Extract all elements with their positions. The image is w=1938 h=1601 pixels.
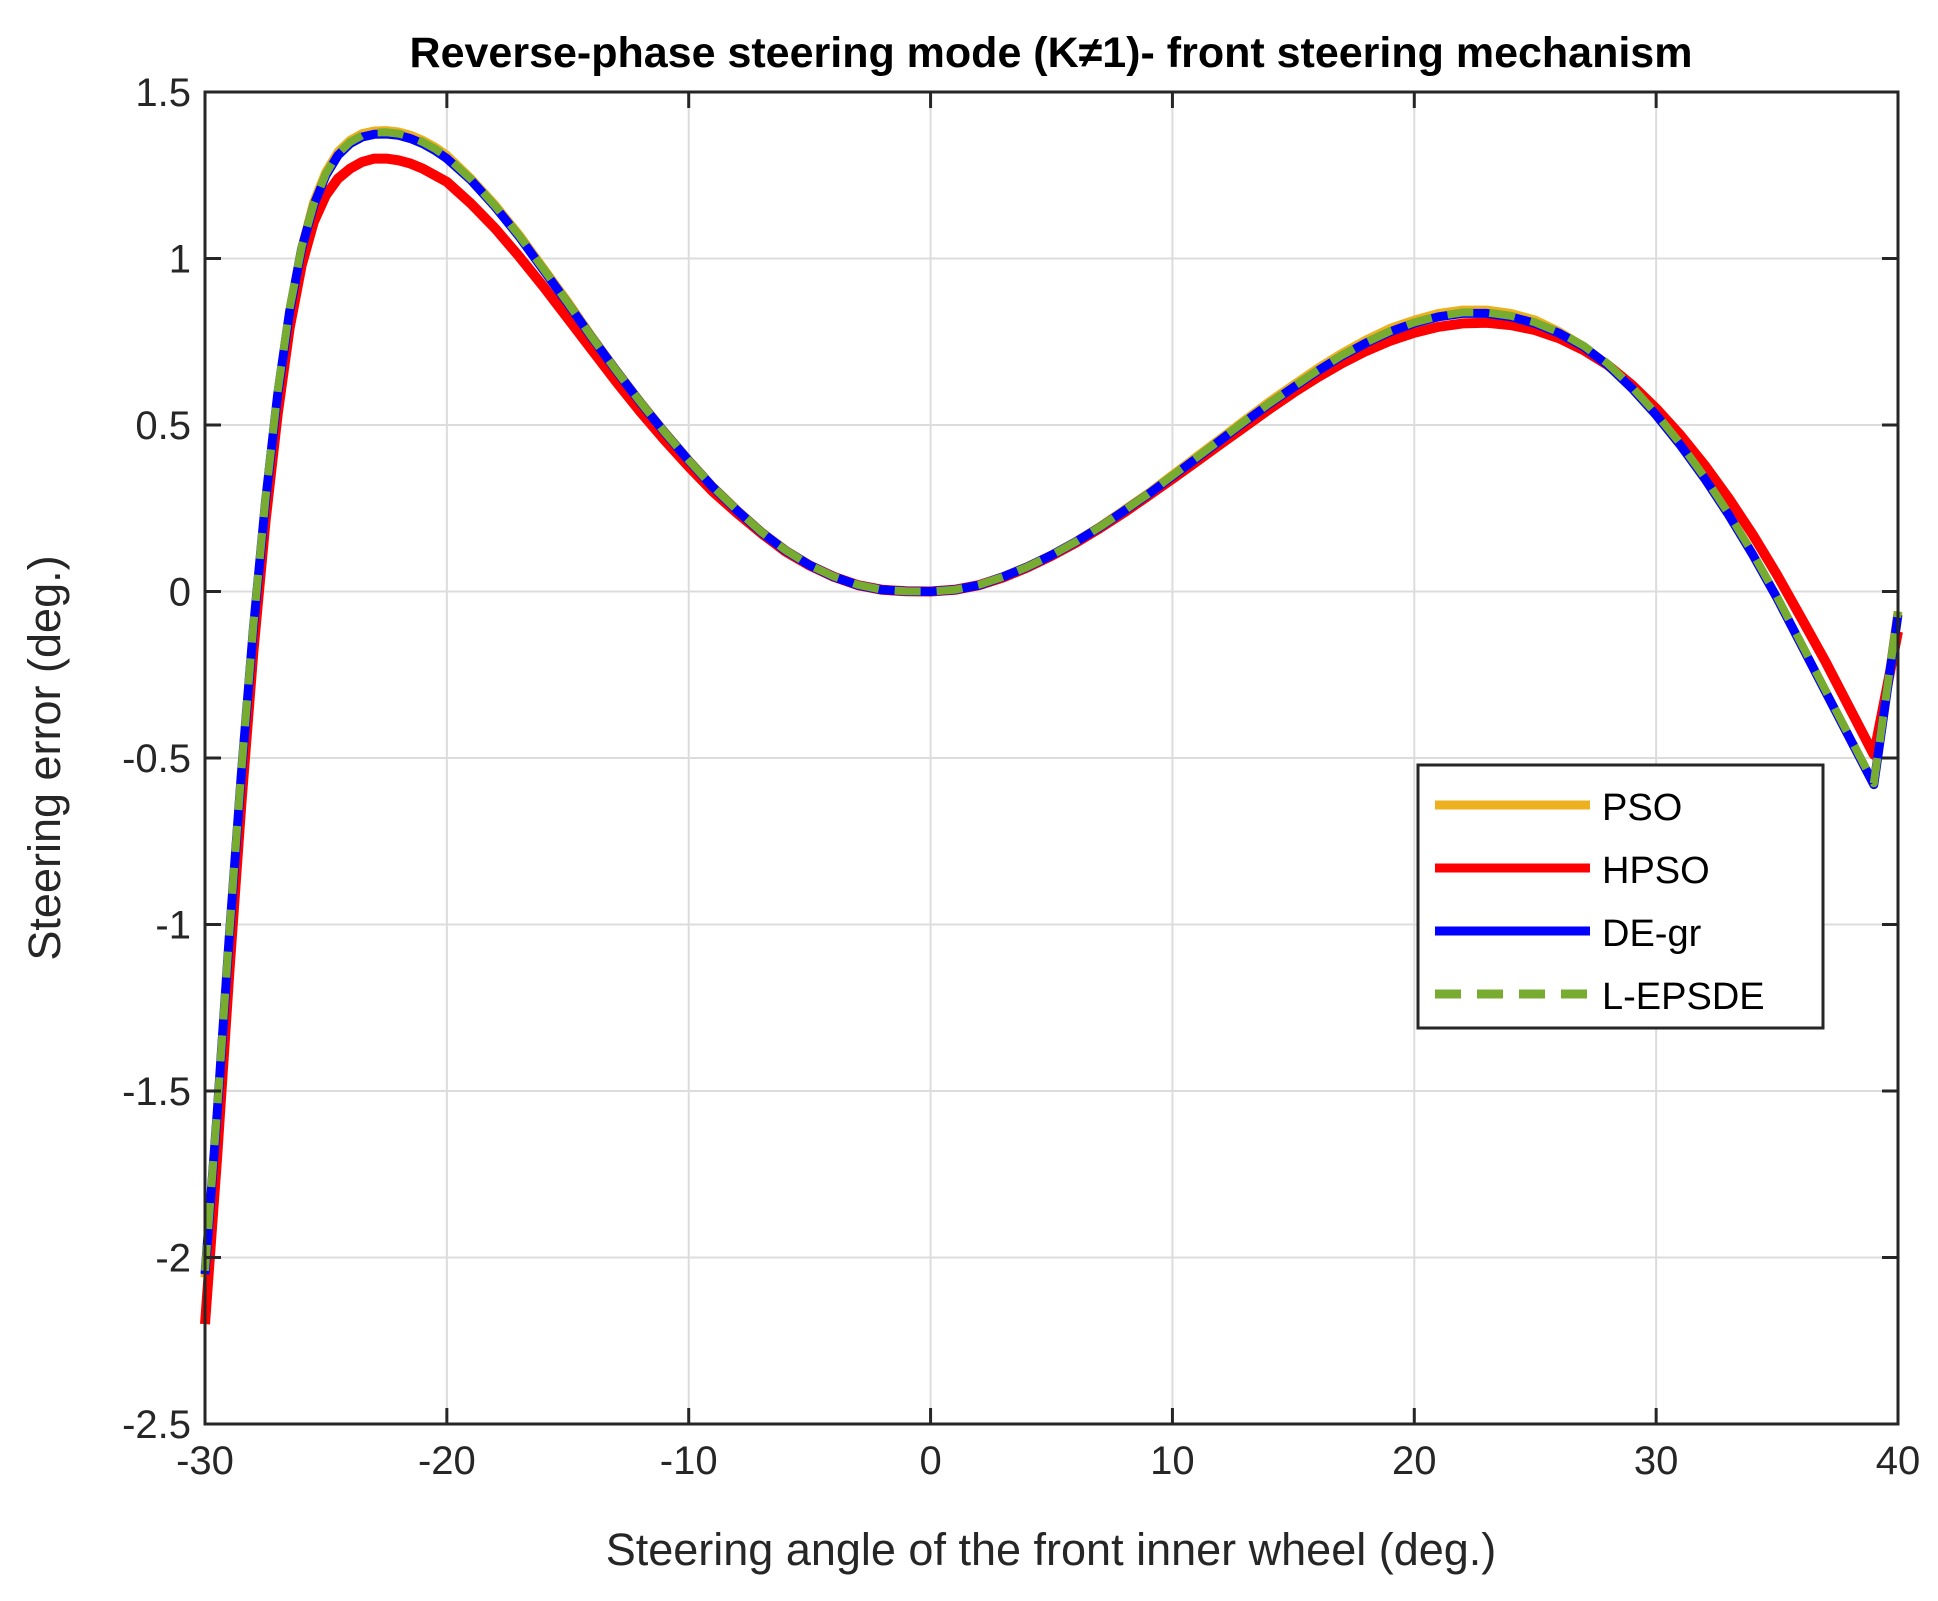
y-tick-label: -2 (155, 1237, 191, 1281)
x-tick-label: -30 (176, 1439, 234, 1483)
series-line-l-epsde (201, 128, 1902, 1272)
y-tick-label: 1 (169, 238, 191, 282)
y-tick-label: 0.5 (135, 404, 191, 448)
legend-label-pso: PSO (1602, 787, 1682, 829)
y-tick-label: 1.5 (135, 71, 191, 115)
x-tick-label: -20 (418, 1439, 476, 1483)
axis-ticks: -30 -20 -10 0 10 20 30 40 -2.5 -2 -1.5 -1 -0.5 0 0.5 1 1… (122, 71, 1920, 1483)
y-tick-label: -1.5 (122, 1070, 191, 1114)
legend-label-l-epsde: L-EPSDE (1602, 976, 1765, 1018)
x-tick-label: 40 (1876, 1439, 1921, 1483)
legend-label-de-gr: DE-gr (1602, 913, 1702, 955)
y-axis-label: Steering error (deg.) (19, 555, 70, 960)
x-tick-label: 0 (919, 1439, 941, 1483)
x-axis-label: Steering angle of the front inner wheel … (606, 1524, 1497, 1575)
series-group (200, 126, 1903, 1325)
y-tick-label: -0.5 (122, 737, 191, 781)
x-tick-label: 10 (1150, 1439, 1195, 1483)
y-tick-label: 0 (169, 571, 191, 615)
x-tick-label: -10 (660, 1439, 718, 1483)
x-tick-label: 30 (1634, 1439, 1679, 1483)
y-tick-label: -2.5 (122, 1403, 191, 1447)
legend: PSO HPSO DE-gr L-EPSDE (1416, 763, 1825, 1030)
chart-title: Reverse-phase steering mode (K≠1)- front… (410, 29, 1693, 77)
legend-label-hpso: HPSO (1602, 850, 1710, 892)
y-tick-label: -1 (155, 904, 191, 948)
x-tick-label: 20 (1392, 1439, 1437, 1483)
